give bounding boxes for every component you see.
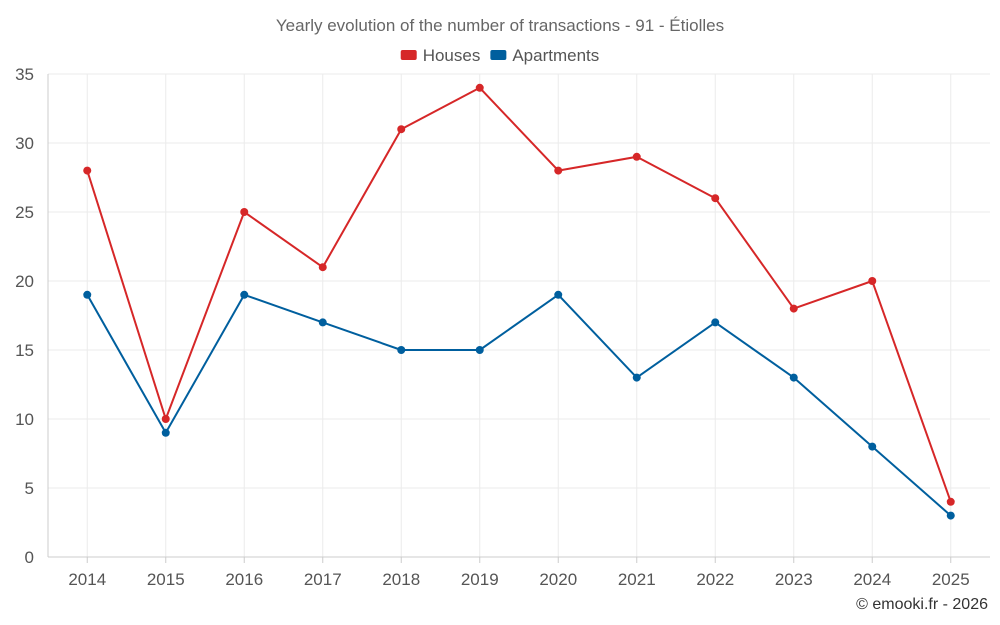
y-tick-label: 20 xyxy=(15,272,34,291)
legend-item-houses[interactable]: Houses xyxy=(400,46,481,65)
series-houses xyxy=(83,83,955,506)
data-point-houses[interactable] xyxy=(946,497,955,506)
x-tick-label: 2022 xyxy=(696,570,734,589)
legend: Houses Apartments xyxy=(400,46,599,65)
series-line-houses xyxy=(86,86,952,503)
data-point-houses[interactable] xyxy=(318,263,327,272)
data-point-apartments[interactable] xyxy=(240,290,249,299)
legend-swatch xyxy=(490,50,507,60)
data-point-apartments[interactable] xyxy=(318,318,327,327)
data-point-apartments[interactable] xyxy=(632,373,641,382)
series-line-apartments xyxy=(86,293,952,517)
legend-item-apartments[interactable]: Apartments xyxy=(490,46,599,65)
data-point-houses[interactable] xyxy=(397,125,406,134)
x-tick-label: 2015 xyxy=(147,570,185,589)
x-tick-label: 2017 xyxy=(304,570,342,589)
y-tick-label: 35 xyxy=(15,65,34,84)
x-tick-label: 2025 xyxy=(932,570,970,589)
chart-title: Yearly evolution of the number of transa… xyxy=(276,16,724,35)
legend-swatch xyxy=(400,50,417,60)
data-point-apartments[interactable] xyxy=(789,373,798,382)
data-point-houses[interactable] xyxy=(711,194,720,203)
data-point-apartments[interactable] xyxy=(475,346,484,354)
series-layer xyxy=(83,83,955,520)
data-point-apartments[interactable] xyxy=(161,428,170,437)
x-tick-label: 2018 xyxy=(382,570,420,589)
data-point-apartments[interactable] xyxy=(554,290,563,299)
data-point-houses[interactable] xyxy=(554,166,563,175)
y-tick-label: 0 xyxy=(25,548,34,567)
data-point-apartments[interactable] xyxy=(83,290,92,299)
x-tick-label: 2020 xyxy=(539,570,577,589)
y-tick-label: 25 xyxy=(15,203,34,222)
data-point-houses[interactable] xyxy=(475,83,484,92)
data-point-apartments[interactable] xyxy=(397,346,406,354)
y-tick-label: 15 xyxy=(15,341,34,360)
grid xyxy=(48,73,990,557)
data-point-apartments[interactable] xyxy=(868,442,877,451)
data-point-houses[interactable] xyxy=(161,415,170,423)
x-tick-label: 2016 xyxy=(225,570,263,589)
data-point-houses[interactable] xyxy=(789,304,798,313)
x-tick-label: 2021 xyxy=(618,570,656,589)
series-apartments xyxy=(83,290,955,520)
data-point-apartments[interactable] xyxy=(711,318,720,327)
data-point-houses[interactable] xyxy=(83,166,92,175)
legend-label: Apartments xyxy=(512,46,599,65)
x-tick-label: 2014 xyxy=(68,570,106,589)
data-point-houses[interactable] xyxy=(632,152,641,161)
data-point-houses[interactable] xyxy=(240,208,249,216)
x-tick-label: 2023 xyxy=(775,570,813,589)
data-point-houses[interactable] xyxy=(868,277,877,285)
x-tick-label: 2024 xyxy=(853,570,891,589)
data-point-apartments[interactable] xyxy=(946,511,955,520)
legend-label: Houses xyxy=(423,46,481,65)
y-tick-label: 30 xyxy=(15,134,34,153)
x-tick-label: 2019 xyxy=(461,570,499,589)
credit-text: © emooki.fr - 2026 xyxy=(856,596,988,613)
y-tick-label: 10 xyxy=(15,410,34,429)
y-tick-label: 5 xyxy=(25,479,34,498)
